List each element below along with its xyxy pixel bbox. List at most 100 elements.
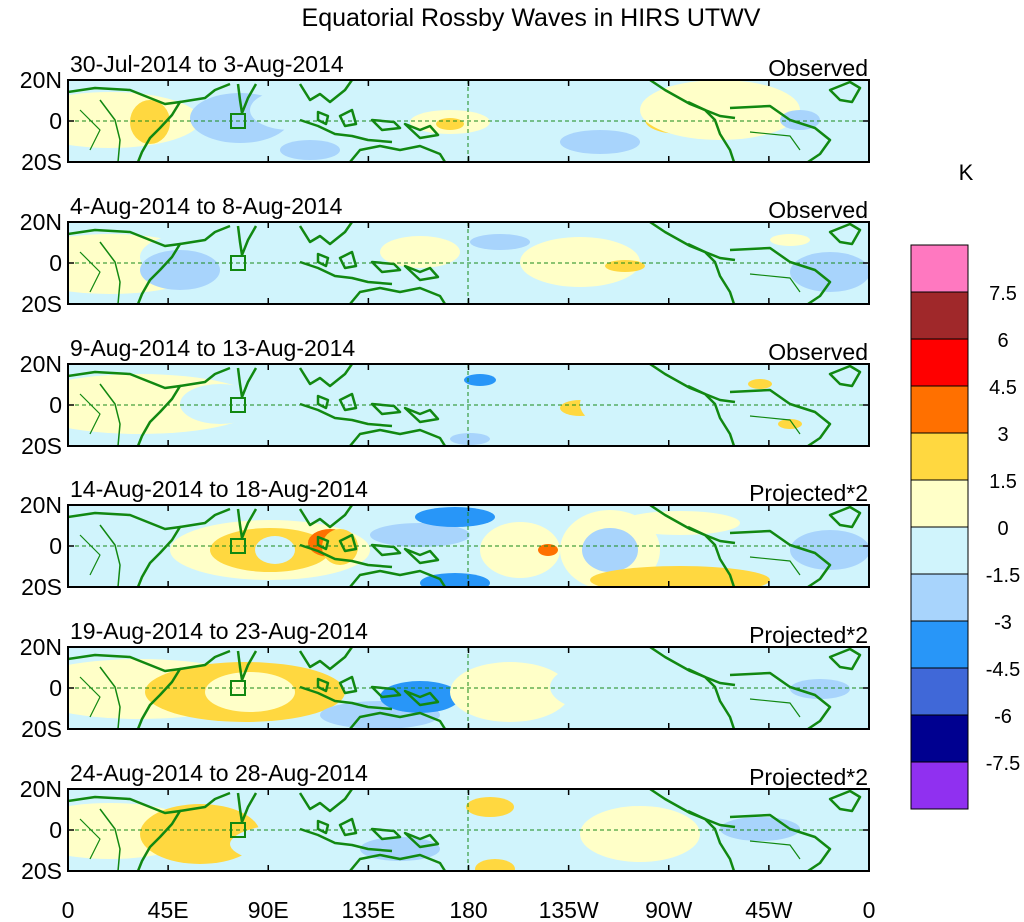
panel-type-label: Observed [768,197,868,223]
map-panel: 9-Aug-2014 to 13-Aug-2014 Observed 20N 0 20S [20,335,870,459]
panel-type-label: Projected*2 [749,622,868,648]
panel-type-label: Projected*2 [749,764,868,790]
anomaly-contour [790,530,869,570]
lat-label: 20S [21,858,62,884]
lat-label: 0 [49,675,62,701]
anomaly-contour [464,374,496,386]
colorbar-swatch [910,573,969,622]
lat-label: 0 [49,250,62,276]
lat-label: 20S [21,574,62,600]
colorbar-swatch [910,526,969,575]
colorbar-swatch [910,714,969,763]
anomaly-contour [180,384,260,424]
panel-date-range: 4-Aug-2014 to 8-Aug-2014 [70,193,343,219]
colorbar-swatch [910,385,969,434]
anomaly-contour [780,110,820,130]
colorbar-swatch [910,338,969,387]
anomaly-contour [420,573,490,587]
lon-label: 90E [248,897,289,922]
lat-label: 0 [49,817,62,843]
colorbar-tick-label: 7.5 [989,283,1017,305]
panel-type-label: Observed [768,55,868,81]
panel-date-range: 14-Aug-2014 to 18-Aug-2014 [70,476,368,502]
anomaly-contour [450,433,490,445]
colorbar: K 7.5 6 4.5 3 1.5 0 -1.5 -3 -4.5 -6 -7.5 [910,160,1020,810]
anomaly-contour [280,140,340,160]
colorbar-tick-label: 4.5 [989,377,1017,399]
lat-label: 20N [20,351,62,377]
anomaly-contour [480,522,560,578]
lon-label: 0 [863,897,876,922]
lat-label: 20N [20,67,62,93]
anomaly-contour [450,662,570,722]
colorbar-swatch [910,291,969,340]
lat-label: 20S [21,149,62,175]
anomaly-contour [475,859,515,871]
panel-type-label: Observed [768,339,868,365]
colorbar-swatch [910,479,969,528]
colorbar-unit: K [959,160,974,185]
lat-label: 0 [49,108,62,134]
longitude-axis: 0 45E 90E 135E 180 135W 90W 45W 0 [62,897,876,922]
colorbar-tick-label: 1.5 [989,471,1017,493]
anomaly-contour [205,672,295,712]
lat-label: 20S [21,433,62,459]
anomaly-contour [130,100,170,144]
lat-label: 20N [20,492,62,518]
colorbar-tick-label: -4.5 [986,659,1020,681]
anomaly-contour [140,804,260,864]
anomaly-field [68,505,869,587]
figure-title: Equatorial Rossby Waves in HIRS UTWV [302,4,761,32]
anomaly-contour [436,118,464,130]
map-panels: 30-Jul-2014 to 3-Aug-2014 Observed 20N 0 20S… [20,51,870,884]
anomaly-contour [680,267,760,297]
anomaly-contour [68,92,200,148]
anomaly-contour [748,379,772,389]
anomaly-contour [790,252,869,292]
panel-date-range: 30-Jul-2014 to 3-Aug-2014 [70,51,344,77]
lat-label: 20N [20,776,62,802]
map-panel: 14-Aug-2014 to 18-Aug-2014 Projected*2 20N… [20,476,870,600]
anomaly-contour [140,250,220,290]
lon-label: 180 [449,897,487,922]
anomaly-contour [605,260,645,272]
map-panel: 19-Aug-2014 to 23-Aug-2014 Projected*2 20N… [20,618,870,742]
lat-label: 0 [49,392,62,418]
anomaly-contour [778,419,802,429]
colorbar-swatch [910,761,969,810]
lat-label: 0 [49,533,62,559]
panel-date-range: 9-Aug-2014 to 13-Aug-2014 [70,335,355,361]
lat-label: 20S [21,716,62,742]
lon-label: 135E [342,897,396,922]
anomaly-contour [640,80,800,140]
anomaly-contour [580,380,660,428]
anomaly-contour [582,528,638,572]
anomaly-field [68,789,869,871]
anomaly-contour [538,544,558,556]
anomaly-contour [720,678,800,706]
anomaly-contour [500,90,620,130]
anomaly-contour [415,507,495,527]
colorbar-swatch [910,244,969,293]
lon-label: 45W [745,897,793,922]
colorbar-swatch [910,620,969,669]
map-panel: 24-Aug-2014 to 28-Aug-2014 Projected*2 20N… [20,760,870,884]
lat-label: 20S [21,291,62,317]
anomaly-contour [560,130,640,154]
colorbar-tick-label: -3 [994,612,1012,634]
colorbar-tick-label: 6 [997,330,1008,352]
map-panel: 4-Aug-2014 to 8-Aug-2014 Observed 20N 0 20S [20,193,870,317]
anomaly-contour [466,797,514,817]
anomaly-contour [790,679,850,699]
anomaly-contour [350,380,470,424]
anomaly-contour [590,566,770,587]
anomaly-contour [550,663,650,711]
panel-date-range: 19-Aug-2014 to 23-Aug-2014 [70,618,368,644]
anomaly-contour [580,806,700,862]
lon-label: 90W [645,897,693,922]
anomaly-contour [380,236,460,268]
anomaly-contour [370,523,470,547]
colorbar-tick-label: -7.5 [986,753,1020,775]
lon-label: 0 [62,897,75,922]
anomaly-contour [470,234,530,250]
